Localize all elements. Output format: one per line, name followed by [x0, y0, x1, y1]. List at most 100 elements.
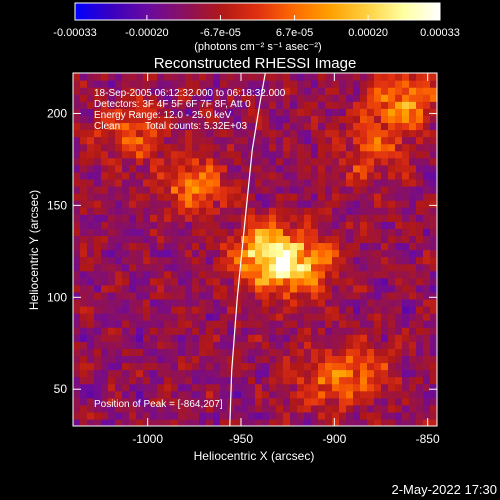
heatmap-pixel: [220, 178, 228, 187]
heatmap-pixel: [374, 221, 382, 229]
heatmap-pixel: [269, 228, 277, 236]
heatmap-pixel: [199, 390, 207, 399]
heatmap-pixel: [311, 411, 319, 420]
heatmap-pixel: [213, 108, 221, 116]
heatmap-pixel: [115, 214, 123, 222]
heatmap-pixel: [367, 369, 375, 378]
heatmap-pixel: [290, 291, 298, 300]
heatmap-pixel: [87, 235, 95, 244]
heatmap-pixel: [409, 164, 417, 173]
heatmap-pixel: [332, 94, 340, 102]
colorbar-tick-label: 6.7e-05: [276, 27, 313, 39]
heatmap-pixel: [290, 341, 298, 349]
heatmap-pixel: [325, 242, 333, 251]
heatmap-pixel: [367, 305, 375, 314]
heatmap-pixel: [178, 242, 186, 251]
heatmap-pixel: [276, 214, 284, 222]
heatmap-pixel: [346, 362, 354, 371]
heatmap-pixel: [157, 341, 165, 349]
heatmap-pixel: [276, 157, 284, 166]
heatmap-pixel: [360, 418, 368, 426]
heatmap-pixel: [94, 129, 102, 138]
heatmap-pixel: [381, 411, 389, 420]
heatmap-pixel: [108, 305, 116, 314]
heatmap-pixel: [255, 242, 263, 251]
heatmap-pixel: [290, 207, 298, 215]
heatmap-pixel: [402, 171, 410, 180]
heatmap-pixel: [388, 108, 396, 116]
heatmap-pixel: [395, 291, 403, 300]
heatmap-pixel: [311, 150, 319, 159]
heatmap-pixel: [164, 397, 172, 406]
heatmap-pixel: [192, 390, 200, 399]
heatmap-pixel: [87, 390, 95, 399]
heatmap-pixel: [143, 298, 151, 307]
heatmap-pixel: [115, 108, 123, 116]
heatmap-pixel: [241, 207, 249, 215]
heatmap-pixel: [178, 108, 186, 116]
heatmap-pixel: [255, 369, 263, 378]
heatmap-pixel: [269, 207, 277, 215]
heatmap-pixel: [339, 390, 347, 399]
heatmap-pixel: [381, 355, 389, 364]
heatmap-pixel: [206, 193, 214, 201]
heatmap-pixel: [325, 101, 333, 109]
heatmap-pixel: [220, 94, 228, 102]
heatmap-pixel: [346, 164, 354, 173]
heatmap-pixel: [423, 270, 431, 279]
heatmap-pixel: [80, 263, 88, 272]
heatmap-pixel: [325, 284, 333, 293]
heatmap-pixel: [395, 411, 403, 420]
heatmap-pixel: [241, 411, 249, 420]
heatmap-pixel: [423, 383, 431, 392]
heatmap-pixel: [185, 305, 193, 314]
heatmap-pixel: [318, 193, 326, 201]
heatmap-pixel: [353, 418, 361, 426]
heatmap-pixel: [332, 249, 340, 258]
heatmap-pixel: [423, 129, 431, 138]
heatmap-pixel: [430, 320, 437, 328]
heatmap-pixel: [402, 284, 410, 293]
heatmap-pixel: [423, 390, 431, 399]
heatmap-pixel: [101, 235, 109, 244]
heatmap-pixel: [388, 256, 396, 265]
heatmap-pixel: [143, 383, 151, 392]
heatmap-pixel: [213, 404, 221, 413]
heatmap-pixel: [220, 270, 228, 279]
heatmap-pixel: [171, 164, 179, 173]
heatmap-pixel: [374, 355, 382, 364]
heatmap-pixel: [297, 221, 305, 229]
heatmap-pixel: [192, 418, 200, 426]
heatmap-pixel: [395, 185, 403, 194]
heatmap-pixel: [178, 390, 186, 399]
heatmap-pixel: [101, 418, 109, 426]
heatmap-pixel: [115, 235, 123, 244]
heatmap-pixel: [367, 376, 375, 385]
heatmap-pixel: [262, 178, 270, 187]
heatmap-pixel: [402, 256, 410, 265]
heatmap-pixel: [87, 334, 95, 342]
heatmap-pixel: [171, 221, 179, 229]
heatmap-pixel: [430, 397, 437, 406]
heatmap-pixel: [178, 334, 186, 342]
heatmap-pixel: [101, 284, 109, 293]
heatmap-pixel: [367, 94, 375, 102]
heatmap-pixel: [381, 369, 389, 378]
heatmap-pixel: [108, 164, 116, 173]
heatmap-pixel: [409, 157, 417, 166]
heatmap-pixel: [227, 355, 235, 364]
heatmap-pixel: [150, 320, 158, 328]
heatmap-pixel: [297, 411, 305, 420]
heatmap-pixel: [416, 185, 424, 194]
heatmap-pixel: [122, 348, 130, 356]
heatmap-pixel: [206, 348, 214, 356]
heatmap-pixel: [164, 193, 172, 201]
heatmap-pixel: [171, 383, 179, 392]
heatmap-pixel: [255, 305, 263, 314]
heatmap-pixel: [360, 157, 368, 166]
heatmap-pixel: [332, 115, 340, 124]
heatmap-pixel: [304, 256, 312, 265]
heatmap-pixel: [115, 143, 123, 152]
heatmap-pixel: [87, 157, 95, 166]
heatmap-pixel: [87, 263, 95, 272]
